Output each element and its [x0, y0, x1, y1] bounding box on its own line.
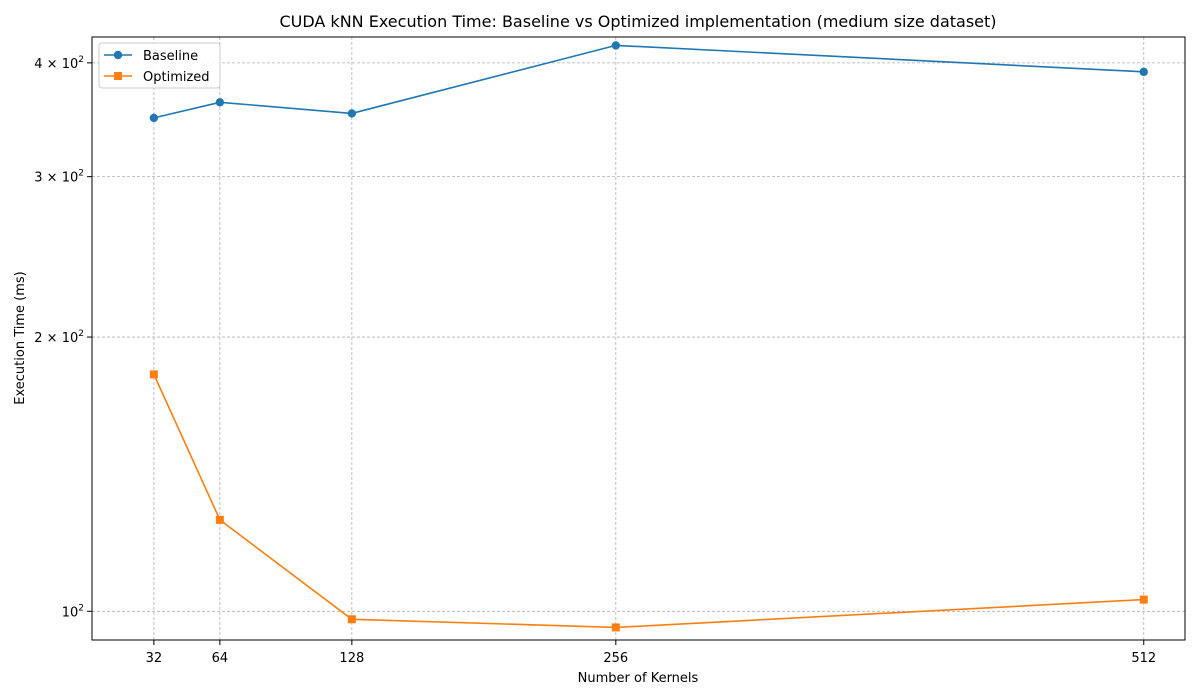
series-layer — [149, 41, 1148, 632]
legend-marker — [113, 50, 123, 60]
x-axis-label: Number of Kernels — [578, 671, 699, 686]
y-tick-label: 2 × 102 — [34, 329, 84, 346]
data-point — [215, 515, 224, 524]
series-line — [153, 374, 1144, 629]
series-line — [153, 44, 1144, 119]
plot-frame — [91, 36, 1186, 641]
data-point — [149, 370, 158, 379]
y-axis: 102 2 × 102 3 × 102 4 × 102 — [34, 55, 92, 620]
x-axis: 32 64 128 256 512 — [146, 640, 1156, 666]
x-tick-label: 512 — [1131, 651, 1156, 666]
data-point — [611, 41, 621, 50]
y-tick-label: 4 × 102 — [34, 55, 84, 72]
legend-item-baseline: Baseline — [104, 49, 198, 64]
x-tick-label: 256 — [603, 651, 628, 666]
data-point — [1139, 595, 1148, 604]
legend-label: Baseline — [143, 49, 198, 64]
y-tick-label: 102 — [62, 603, 84, 620]
grid-layer — [92, 37, 1185, 640]
data-point — [611, 623, 620, 632]
legend-label: Optimized — [143, 70, 210, 85]
data-point — [215, 98, 225, 107]
data-point — [1139, 67, 1148, 77]
x-tick-label: 32 — [146, 651, 163, 666]
series-baseline — [149, 41, 1148, 123]
data-point — [347, 615, 356, 624]
y-tick-label: 3 × 102 — [34, 169, 84, 186]
legend-item-optimized: Optimized — [104, 70, 210, 85]
legend-marker — [114, 72, 122, 80]
x-tick-label: 64 — [212, 651, 229, 666]
series-optimized — [149, 370, 1148, 632]
data-point — [149, 113, 159, 123]
y-axis-label: Execution Time (ms) — [13, 271, 28, 404]
chart-title: CUDA kNN Execution Time: Baseline vs Opt… — [279, 12, 996, 31]
x-tick-label: 128 — [339, 651, 364, 666]
legend: Baseline Optimized — [98, 42, 221, 89]
data-point — [347, 109, 357, 118]
